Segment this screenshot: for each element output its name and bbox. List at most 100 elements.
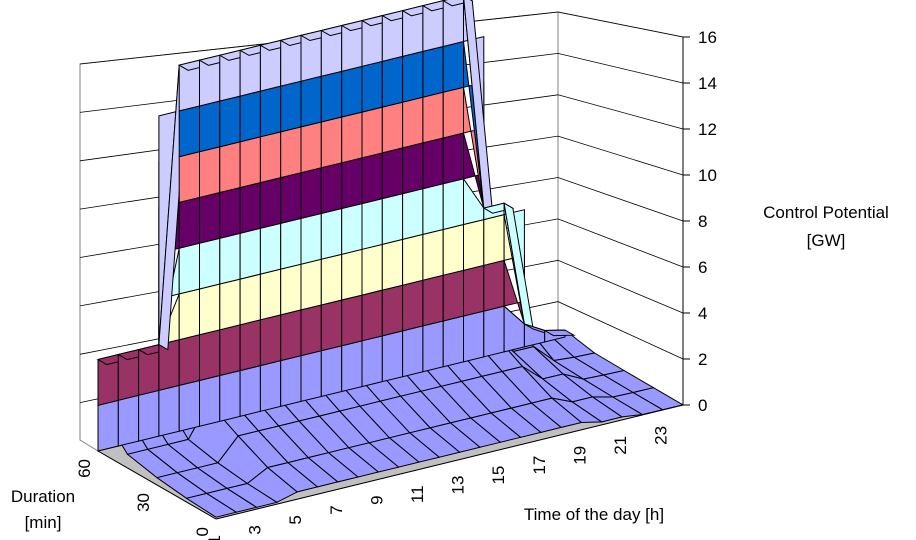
surface-band-face (178, 288, 200, 341)
surface-band-face (422, 228, 444, 281)
surface-band-face (341, 340, 363, 393)
surface-band-face (463, 218, 485, 271)
surface-band-face (178, 334, 200, 387)
z-gridline (79, 11, 684, 65)
z-tick-label: 16 (698, 28, 717, 47)
surface-band-face (402, 188, 424, 241)
surface-band-face (402, 96, 424, 149)
surface-plot (96, 0, 685, 518)
surface-band-face (381, 147, 404, 200)
x-tick-label: 7 (327, 505, 346, 514)
axis-titles: Control Potential [GW] Time of the day [… (11, 203, 889, 532)
surface-band-face (97, 399, 119, 452)
x-tick-label: 13 (449, 476, 468, 495)
surface-band-face (219, 278, 241, 331)
surface-band-face (300, 167, 322, 220)
surface-band-face (280, 172, 302, 225)
z-tick-label: 2 (698, 350, 707, 369)
surface-band-face (381, 284, 404, 337)
x-tick-label: 17 (530, 456, 549, 475)
surface-band-face (300, 304, 322, 357)
x-tick-label: 9 (367, 495, 386, 504)
surface-band-face (341, 157, 363, 210)
surface-band-face (219, 141, 241, 194)
chart-axes (97, 36, 690, 520)
surface-band-face (280, 217, 302, 270)
z-tick-label: 4 (698, 304, 707, 323)
x-axis-line (215, 404, 684, 520)
surface-band-face (483, 259, 505, 312)
surface-band-face (199, 374, 221, 427)
z-tick-label: 10 (698, 166, 717, 185)
surface-band-face (361, 106, 383, 159)
y-axis-line (97, 450, 217, 520)
surface-band-face (178, 242, 200, 295)
surface-band-face (381, 55, 404, 108)
surface-band-face (402, 233, 424, 286)
surface-band-face (341, 248, 363, 301)
surface-band-face (280, 80, 302, 133)
surface-band-face (259, 314, 282, 367)
surface-band-face (361, 289, 383, 342)
y-axis-title-line-2: [min] (25, 513, 62, 532)
surface-band-face (117, 394, 140, 447)
surface-band-face (402, 325, 424, 378)
surface-band-face (280, 355, 302, 408)
surface-band-face (320, 162, 343, 215)
x-tick-label: 11 (408, 485, 427, 503)
surface-band-face (381, 238, 404, 291)
surface-band-face (219, 95, 241, 148)
z-tick-label: 8 (698, 212, 707, 231)
x-tick-label: 5 (286, 515, 305, 524)
z-tick-label: 6 (698, 258, 707, 277)
surface-band-face (341, 111, 363, 164)
surface-band-face (219, 324, 241, 377)
x-tick-label: 3 (246, 525, 265, 534)
surface-band-face (239, 273, 261, 326)
surface-band-face (381, 193, 404, 246)
surface-band-face (280, 126, 302, 179)
z-tick-label: 0 (698, 396, 707, 415)
surface-band-face (239, 227, 261, 280)
surface-band-face (402, 279, 424, 332)
surface-band-face (381, 330, 404, 383)
surface-band-face (259, 85, 282, 138)
surface-band-face (178, 151, 200, 204)
x-tick-label: 1 (205, 535, 224, 540)
surface-band-face (300, 258, 322, 311)
surface-band-face (442, 86, 464, 139)
surface-band-face (442, 132, 464, 185)
surface-band-face (422, 183, 444, 236)
surface-band-face (199, 237, 221, 290)
surface-band-face (402, 50, 424, 103)
surface-band-face (199, 283, 221, 336)
surface-band-face (361, 197, 383, 250)
surface-band-face (442, 0, 464, 48)
surface-band-face (259, 176, 282, 229)
surface-band-face (178, 196, 200, 249)
surface-band-face (422, 137, 444, 190)
surface-top-cap (542, 329, 576, 337)
surface-band-face (300, 75, 322, 128)
surface-band-face (199, 100, 221, 153)
surface-band-face (259, 222, 282, 275)
x-tick-label: 23 (652, 426, 671, 445)
surface-band-face (320, 207, 343, 260)
z-tick-label: 12 (698, 120, 717, 139)
surface-band-face (422, 320, 444, 373)
surface-band-face (138, 389, 160, 442)
surface-band-face (483, 305, 505, 358)
z-axis-title-line-2: [GW] (807, 231, 846, 250)
surface-band-face (442, 40, 464, 93)
surface-band-face (422, 274, 444, 327)
surface-band-face (442, 315, 464, 368)
surface-band-face (239, 181, 261, 234)
surface-band-face (442, 178, 464, 231)
surface-band-face (280, 309, 302, 362)
surface-band-face (422, 91, 444, 144)
surface-band-face (361, 152, 383, 205)
x-tick-label: 15 (489, 466, 508, 485)
x-tick-label: 19 (570, 446, 589, 465)
